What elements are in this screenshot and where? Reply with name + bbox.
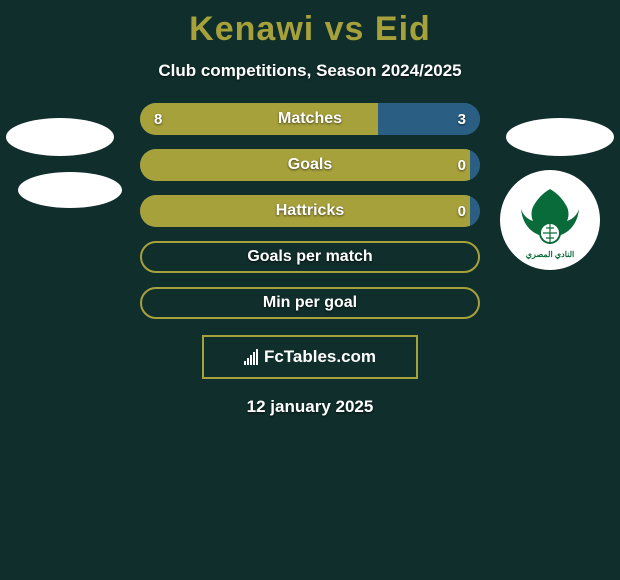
bar-right-segment: 3 bbox=[378, 103, 480, 135]
subtitle: Club competitions, Season 2024/2025 bbox=[0, 61, 620, 81]
page-title: Kenawi vs Eid bbox=[0, 0, 620, 49]
bar-left-segment bbox=[140, 149, 470, 181]
stat-row-min-per-goal: Min per goal bbox=[140, 287, 480, 319]
date: 12 january 2025 bbox=[0, 397, 620, 417]
stat-row-goals: 0Goals bbox=[140, 149, 480, 181]
right-player-badge bbox=[506, 118, 614, 156]
left-value: 8 bbox=[140, 111, 176, 128]
bars-icon bbox=[244, 349, 258, 365]
bar-left-segment bbox=[142, 243, 478, 271]
bar-right-segment: 0 bbox=[470, 195, 480, 227]
comparison-card: Kenawi vs Eid Club competitions, Season … bbox=[0, 0, 620, 580]
stat-row-matches: 83Matches bbox=[140, 103, 480, 135]
fctables-watermark: FcTables.com bbox=[202, 335, 418, 379]
bar-left-segment: 8 bbox=[140, 103, 378, 135]
bar-right-segment: 0 bbox=[470, 149, 480, 181]
club-crest-icon: النادي المصري bbox=[505, 175, 595, 265]
bar-left-segment bbox=[142, 289, 478, 317]
bar-left-segment bbox=[140, 195, 470, 227]
stat-row-goals-per-match: Goals per match bbox=[140, 241, 480, 273]
right-value: 3 bbox=[444, 111, 480, 128]
left-player-badge-2 bbox=[18, 172, 122, 208]
right-club-logo: النادي المصري bbox=[500, 170, 600, 270]
right-value: 0 bbox=[444, 203, 480, 220]
title-text: Kenawi vs Eid bbox=[189, 10, 431, 48]
fctables-text: FcTables.com bbox=[264, 347, 376, 367]
left-player-badge bbox=[6, 118, 114, 156]
right-value: 0 bbox=[444, 157, 480, 174]
stat-row-hattricks: 0Hattricks bbox=[140, 195, 480, 227]
club-arabic-text: النادي المصري bbox=[526, 250, 574, 260]
